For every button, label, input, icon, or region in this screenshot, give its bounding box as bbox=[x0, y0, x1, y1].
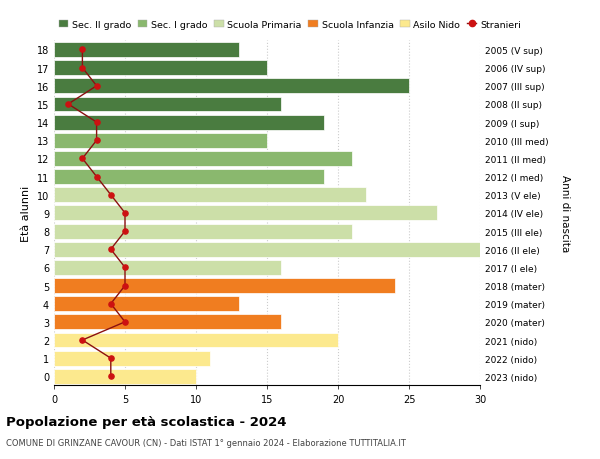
Text: Popolazione per età scolastica - 2024: Popolazione per età scolastica - 2024 bbox=[6, 415, 287, 428]
Y-axis label: Anni di nascita: Anni di nascita bbox=[560, 175, 569, 252]
Point bbox=[120, 210, 130, 217]
Bar bbox=[54, 206, 437, 221]
Bar bbox=[54, 61, 267, 76]
Point bbox=[77, 65, 87, 72]
Bar bbox=[54, 297, 239, 312]
Bar bbox=[54, 351, 210, 366]
Bar bbox=[54, 97, 281, 112]
Bar bbox=[54, 242, 480, 257]
Bar bbox=[54, 260, 281, 275]
Point bbox=[120, 319, 130, 326]
Bar bbox=[54, 151, 352, 167]
Bar bbox=[54, 333, 338, 348]
Bar bbox=[54, 43, 239, 58]
Point bbox=[120, 264, 130, 271]
Point bbox=[106, 373, 116, 380]
Point bbox=[106, 246, 116, 253]
Point bbox=[77, 156, 87, 163]
Bar bbox=[54, 369, 196, 384]
Bar bbox=[54, 188, 367, 203]
Point bbox=[64, 101, 73, 108]
Bar bbox=[54, 134, 267, 148]
Bar bbox=[54, 224, 352, 239]
Point bbox=[106, 300, 116, 308]
Bar bbox=[54, 170, 324, 185]
Legend: Sec. II grado, Sec. I grado, Scuola Primaria, Scuola Infanzia, Asilo Nido, Stran: Sec. II grado, Sec. I grado, Scuola Prim… bbox=[59, 21, 521, 30]
Point bbox=[92, 119, 101, 127]
Bar bbox=[54, 79, 409, 94]
Point bbox=[92, 137, 101, 145]
Point bbox=[106, 355, 116, 362]
Y-axis label: Età alunni: Età alunni bbox=[21, 185, 31, 241]
Point bbox=[77, 47, 87, 54]
Bar bbox=[54, 115, 324, 130]
Text: COMUNE DI GRINZANE CAVOUR (CN) - Dati ISTAT 1° gennaio 2024 - Elaborazione TUTTI: COMUNE DI GRINZANE CAVOUR (CN) - Dati IS… bbox=[6, 438, 406, 448]
Bar bbox=[54, 279, 395, 293]
Point bbox=[120, 228, 130, 235]
Point bbox=[106, 192, 116, 199]
Point bbox=[77, 336, 87, 344]
Point bbox=[92, 83, 101, 90]
Point bbox=[120, 282, 130, 290]
Bar bbox=[54, 315, 281, 330]
Point bbox=[92, 174, 101, 181]
